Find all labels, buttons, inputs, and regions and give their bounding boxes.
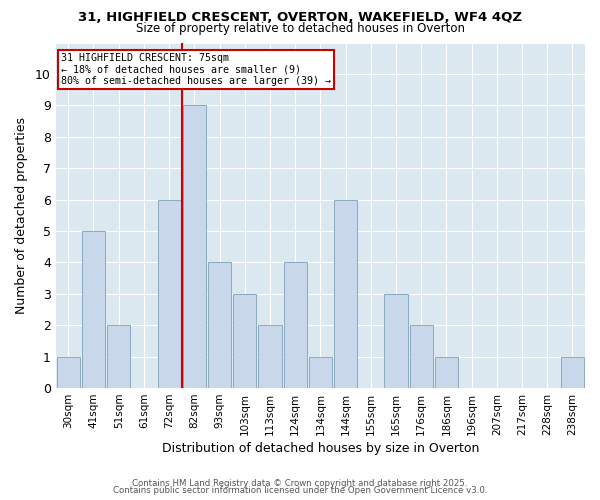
Bar xyxy=(158,200,181,388)
Bar xyxy=(385,294,407,388)
Bar xyxy=(334,200,357,388)
Bar xyxy=(208,262,231,388)
Bar xyxy=(284,262,307,388)
Text: 31 HIGHFIELD CRESCENT: 75sqm
← 18% of detached houses are smaller (9)
80% of sem: 31 HIGHFIELD CRESCENT: 75sqm ← 18% of de… xyxy=(61,53,331,86)
Bar xyxy=(309,356,332,388)
Bar xyxy=(82,231,105,388)
Bar xyxy=(410,325,433,388)
Bar xyxy=(435,356,458,388)
Bar xyxy=(56,356,80,388)
Bar xyxy=(561,356,584,388)
Text: 31, HIGHFIELD CRESCENT, OVERTON, WAKEFIELD, WF4 4QZ: 31, HIGHFIELD CRESCENT, OVERTON, WAKEFIE… xyxy=(78,11,522,24)
Text: Contains public sector information licensed under the Open Government Licence v3: Contains public sector information licen… xyxy=(113,486,487,495)
Text: Size of property relative to detached houses in Overton: Size of property relative to detached ho… xyxy=(136,22,464,35)
Bar xyxy=(259,325,281,388)
Text: Contains HM Land Registry data © Crown copyright and database right 2025.: Contains HM Land Registry data © Crown c… xyxy=(132,478,468,488)
Bar xyxy=(233,294,256,388)
X-axis label: Distribution of detached houses by size in Overton: Distribution of detached houses by size … xyxy=(161,442,479,455)
Bar xyxy=(183,106,206,388)
Bar xyxy=(107,325,130,388)
Y-axis label: Number of detached properties: Number of detached properties xyxy=(15,117,28,314)
